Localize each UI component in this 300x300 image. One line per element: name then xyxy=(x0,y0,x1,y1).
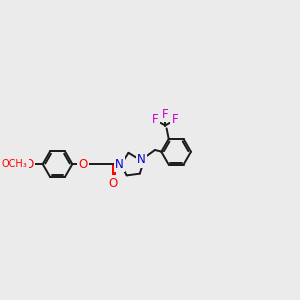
Text: N: N xyxy=(115,158,124,171)
Text: F: F xyxy=(162,108,169,121)
Text: F: F xyxy=(152,113,159,126)
Text: O: O xyxy=(25,158,34,171)
Text: O: O xyxy=(78,158,88,171)
Text: OCH₃: OCH₃ xyxy=(2,159,27,169)
Text: O: O xyxy=(108,177,117,190)
Text: F: F xyxy=(172,113,178,126)
Text: N: N xyxy=(137,153,146,167)
